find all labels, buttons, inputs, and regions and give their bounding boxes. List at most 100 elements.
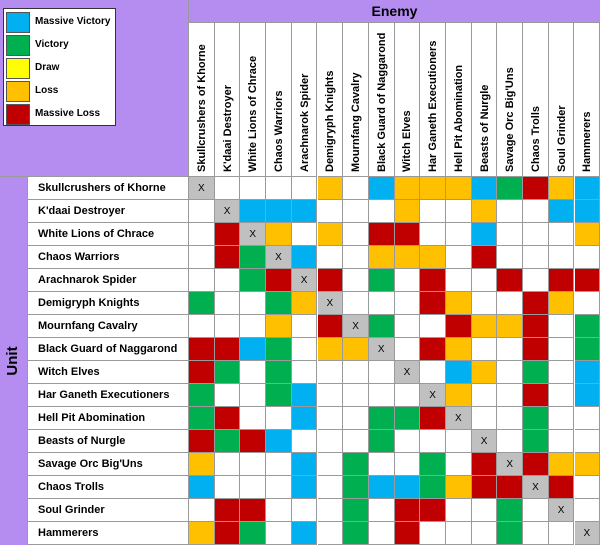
enemy-column-label: Demigryph Knights: [324, 70, 337, 172]
enemy-column-label: Chaos Trolls: [529, 105, 542, 172]
matchup-cell: [266, 200, 292, 223]
matchup-cell: [317, 430, 344, 453]
matchup-cell: [548, 522, 575, 545]
matchup-cell: [317, 315, 344, 338]
matchup-cell: [471, 200, 498, 223]
matchup-cell: [240, 476, 267, 499]
matchup-cell: [317, 223, 344, 246]
matchup-cell: [446, 223, 472, 246]
matchup-cell: [497, 200, 524, 223]
matchup-cell: [189, 315, 215, 338]
matchup-cell: [266, 223, 292, 246]
matchup-cell: [343, 223, 369, 246]
matchup-cell: [214, 246, 241, 269]
unit-row-label: K'daai Destroyer: [28, 200, 189, 223]
matchup-cell: [343, 499, 369, 522]
matchup-cell: [291, 476, 318, 499]
unit-row-label: White Lions of Chrace: [28, 223, 189, 246]
matchup-cell: [420, 269, 446, 292]
matchup-cell: [368, 292, 395, 315]
matchup-cell: [343, 292, 369, 315]
matchup-cell: [343, 177, 369, 200]
matchup-cell: [240, 361, 267, 384]
matchup-cell: [368, 200, 395, 223]
matchup-cell: [574, 499, 600, 522]
legend-swatch: [6, 12, 30, 33]
matchup-cell: [394, 522, 421, 545]
matchup-cell: [266, 361, 292, 384]
matchup-cell: [471, 361, 498, 384]
matchup-cell: [291, 407, 318, 430]
matchup-cell: [420, 499, 446, 522]
matchup-cell: [291, 246, 318, 269]
matchup-cell: [266, 177, 292, 200]
matchup-cell: [523, 200, 549, 223]
unit-row-label: Chaos Trolls: [28, 476, 189, 499]
matchup-cell: [574, 407, 600, 430]
matchup-cell: X: [420, 384, 446, 407]
matchup-cell: [214, 361, 241, 384]
matchup-cell: [368, 384, 395, 407]
unit-row-label: Mournfang Cavalry: [28, 315, 189, 338]
matchup-cell: [394, 269, 421, 292]
matchup-cell: [266, 269, 292, 292]
matchup-cell: [471, 223, 498, 246]
matchup-cell: [266, 292, 292, 315]
matchup-cell: [368, 476, 395, 499]
matchup-cell: [523, 361, 549, 384]
enemy-column-header: Arachnarok Spider: [291, 23, 318, 177]
enemy-column-label: Chaos Warriors: [272, 90, 285, 172]
matchup-cell: [420, 177, 446, 200]
matchup-cell: [574, 200, 600, 223]
matchup-cell: [266, 384, 292, 407]
matchup-cell: [574, 338, 600, 361]
matchup-cell: X: [548, 499, 575, 522]
matchup-cell: [497, 361, 524, 384]
enemy-column-header: Hammerers: [574, 23, 600, 177]
matchup-cell: [317, 200, 344, 223]
matchup-cell: [446, 499, 472, 522]
matchup-cell: [368, 177, 395, 200]
matchup-cell: [214, 430, 241, 453]
enemy-column-label: K'daai Destroyer: [221, 85, 234, 172]
enemy-column-header: Har Ganeth Executioners: [420, 23, 446, 177]
matchup-cell: [548, 361, 575, 384]
matchup-cell: [548, 476, 575, 499]
matchup-cell: [420, 407, 446, 430]
matchup-cell: [471, 269, 498, 292]
unit-row-label: Black Guard of Naggarond: [28, 338, 189, 361]
legend-swatch: [6, 104, 30, 125]
matchup-cell: [497, 384, 524, 407]
enemy-column-header: Demigryph Knights: [317, 23, 344, 177]
matchup-cell: [317, 338, 344, 361]
matchup-cell: [420, 223, 446, 246]
enemy-column-header: K'daai Destroyer: [214, 23, 241, 177]
matchup-cell: [446, 292, 472, 315]
enemy-column-label: Soul Grinder: [555, 105, 568, 172]
matchup-cell: [523, 430, 549, 453]
matchup-cell: [497, 223, 524, 246]
matchup-cell: X: [343, 315, 369, 338]
unit-name: Witch Elves: [38, 366, 100, 378]
matchup-cell: [523, 223, 549, 246]
matchup-cell: [368, 522, 395, 545]
matchup-cell: [523, 522, 549, 545]
matchup-cell: [548, 453, 575, 476]
matchup-cell: [317, 177, 344, 200]
matchup-cell: [317, 476, 344, 499]
matchup-cell: [497, 499, 524, 522]
matchup-cell: [497, 522, 524, 545]
matchup-cell: X: [189, 177, 215, 200]
matchup-cell: [497, 292, 524, 315]
matchup-cell: [189, 246, 215, 269]
enemy-column-header: White Lions of Chrace: [240, 23, 267, 177]
matchup-cell: X: [266, 246, 292, 269]
matchup-cell: [266, 315, 292, 338]
unit-row-label: Hell Pit Abomination: [28, 407, 189, 430]
matchup-cell: [291, 522, 318, 545]
legend-label: Draw: [35, 62, 60, 73]
matchup-cell: [574, 453, 600, 476]
legend-label: Loss: [35, 85, 59, 96]
matchup-cell: [214, 269, 241, 292]
matchup-cell: [214, 522, 241, 545]
